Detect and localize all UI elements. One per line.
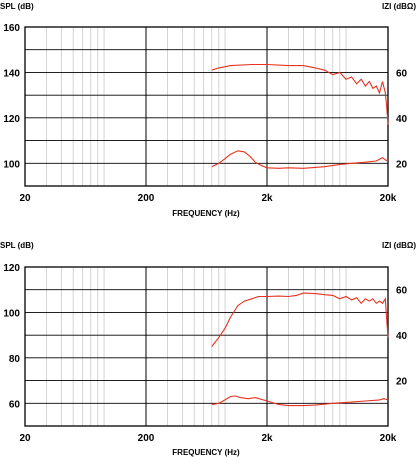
series-line-1 xyxy=(211,150,389,169)
y-tick-label-left: 120 xyxy=(3,114,20,125)
spl-chart-2: 20 200 2k 20k 120 100 80 60 60 40 20 SPL (dB) IZI … xyxy=(0,241,416,457)
series-line-0 xyxy=(211,63,389,125)
x-tick-label: 20 xyxy=(19,433,31,444)
y-tick-label-left: 140 xyxy=(3,68,20,79)
x-tick-label: 2k xyxy=(261,433,273,444)
x-tick-label: 200 xyxy=(138,193,155,204)
x-tick-label: 20k xyxy=(380,193,397,204)
y-tick-label-left: 160 xyxy=(3,23,20,34)
y-axis-label-right: IZI (dBΩ) xyxy=(382,241,416,250)
series-group xyxy=(211,63,389,169)
x-tick-label: 20 xyxy=(19,193,31,204)
y-tick-label-left: 100 xyxy=(3,308,20,319)
y-tick-label-right: 40 xyxy=(396,114,408,125)
spl-chart-1: 20 200 2k 20k 160 140 120 100 60 40 20 SPL (dB) IZ… xyxy=(0,2,416,218)
grid xyxy=(24,267,389,426)
plot-border xyxy=(24,26,389,187)
x-axis-label: FREQUENCY (Hz) xyxy=(172,209,240,218)
x-tick-label: 200 xyxy=(138,433,155,444)
x-tick-label: 2k xyxy=(261,193,273,204)
tick-labels: 20 200 2k 20k 160 140 120 100 60 40 20 xyxy=(3,23,407,204)
plot-frame xyxy=(25,27,388,186)
y-tick-label-left: 100 xyxy=(3,159,20,170)
series-group xyxy=(211,292,389,407)
series-line-1 xyxy=(211,395,389,407)
y-tick-label-right: 60 xyxy=(396,68,408,79)
y-tick-label-right: 20 xyxy=(396,377,408,388)
tick-labels: 20 200 2k 20k 120 100 80 60 60 40 20 xyxy=(3,263,407,444)
y-tick-label-right: 60 xyxy=(396,286,408,297)
y-axis-label-right: IZI (dBΩ) xyxy=(382,2,416,11)
y-axis-label-left: SPL (dB) xyxy=(0,241,34,250)
series-line-0 xyxy=(211,292,389,347)
y-axis-label-left: SPL (dB) xyxy=(0,2,34,11)
y-tick-label-right: 20 xyxy=(396,159,408,170)
y-tick-label-left: 60 xyxy=(9,399,21,410)
y-tick-label-right: 40 xyxy=(396,331,408,342)
y-tick-label-left: 80 xyxy=(9,354,21,365)
y-tick-label-left: 120 xyxy=(3,263,20,274)
plot-frame xyxy=(25,267,388,426)
plot-border xyxy=(24,266,389,427)
x-axis-label: FREQUENCY (Hz) xyxy=(172,448,240,457)
x-tick-label: 20k xyxy=(380,433,397,444)
